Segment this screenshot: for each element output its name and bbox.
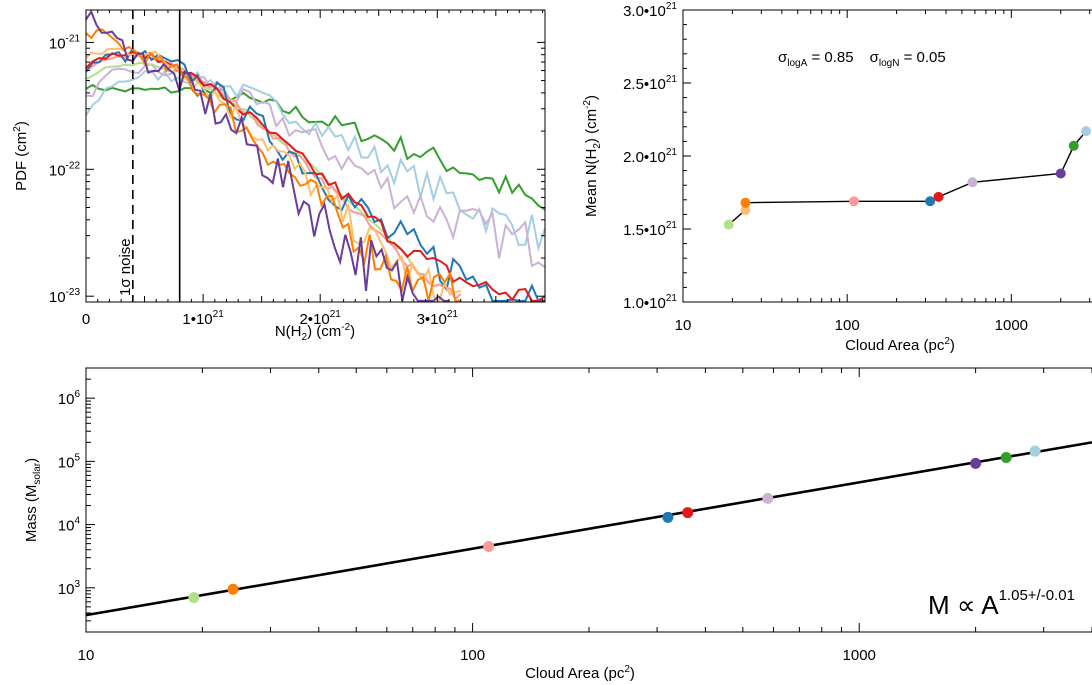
mean-data-point-8: [1055, 168, 1066, 179]
noise-label: 1σ noise: [117, 238, 134, 296]
mean-y-axis-label: Mean N(H2) (cm-2): [582, 95, 603, 217]
mean-data-point-6: [933, 191, 944, 202]
mean-data-point-1: [723, 219, 734, 230]
mass-data-point-3: [483, 541, 495, 553]
mass-panel: 10 100 1000 103 104 105 106 M ∝ A1.05+/-0.01 C…: [23, 367, 1092, 682]
mass-data-point-1: [188, 592, 200, 604]
pdf-series-line-2: [85, 69, 546, 253]
mass-data-point-6: [762, 492, 774, 504]
mean-data-point-4: [848, 196, 859, 207]
pdf-y-tick-label: 10-21: [49, 33, 81, 52]
mass-ticks: 10 100 1000 103 104 105 106: [58, 367, 1092, 664]
mass-y-tick-label: 105: [58, 452, 81, 471]
mass-data-point-9: [1029, 445, 1041, 457]
pdf-series-line-10: [85, 9, 449, 302]
mass-x-axis-label: Cloud Area (pc2): [525, 664, 635, 682]
mean-y-tick-label: 3.0•1021: [623, 1, 677, 20]
mean-data-point-2: [740, 205, 751, 216]
mean-panel: 10 100 1000 1.0•1021 1.5•1021 2.0•1021 2.5•102…: [582, 1, 1092, 354]
pdf-x-tick-label: 0: [82, 311, 90, 328]
pdf-ticks: 0 1•1021 2•1021 3•1021 10-21 10-22 10-23: [49, 10, 545, 328]
mean-ticks: 10 100 1000 1.0•1021 1.5•1021 2.0•1021 2.5•102…: [623, 1, 1091, 334]
mean-x-axis-label: Cloud Area (pc2): [845, 336, 955, 354]
pdf-y-tick-label: 10-23: [49, 287, 81, 306]
pdf-x-axis-label: N(H2) (cm-2): [275, 322, 355, 343]
mean-y-tick-label: 1.5•1021: [623, 220, 677, 239]
mean-data-point-7: [967, 177, 978, 188]
pdf-series-line-9: [85, 28, 461, 302]
mean-plot-frame: [682, 9, 1092, 303]
mass-data-point-2: [227, 583, 239, 595]
mass-fit-line: [85, 441, 1092, 617]
pdf-series-line-8: [85, 47, 461, 303]
mass-data-point-7: [970, 457, 982, 469]
pdf-reference-lines: [132, 10, 181, 302]
pdf-series-group: [85, 9, 546, 303]
mean-y-tick-label: 2.5•1021: [623, 74, 677, 93]
pdf-y-axis-label: PDF (cm2): [12, 121, 30, 191]
mean-x-tick-label: 10: [675, 317, 692, 334]
mass-data-point-5: [682, 507, 694, 519]
mass-y-tick-label: 106: [58, 389, 81, 408]
mean-data-point-10: [1081, 126, 1092, 137]
mass-y-tick-label: 104: [58, 516, 81, 535]
pdf-x-tick-label: 1•1021: [182, 309, 224, 328]
mass-x-tick-label: 100: [460, 647, 485, 664]
pdf-x-tick-label: 3•1021: [417, 309, 459, 328]
mass-x-tick-label: 10: [78, 647, 95, 664]
mean-trend-line: [728, 130, 1087, 226]
mean-data-point-5: [925, 196, 936, 207]
pdf-series-line-1: [85, 83, 546, 211]
mass-y-axis-label: Mass (Msolar): [23, 458, 43, 542]
mean-data-point-3: [740, 197, 751, 208]
pdf-series-line-3: [85, 63, 546, 268]
mean-y-tick-label: 1.0•1021: [623, 293, 677, 312]
sigma-annotation: σlogA = 0.85 σlogN = 0.05: [778, 49, 946, 69]
power-law-annotation: M ∝ A1.05+/-0.01: [928, 587, 1075, 620]
mass-data-point-8: [1000, 452, 1012, 464]
mass-fit-line-path: [85, 441, 1092, 617]
mass-points: [188, 445, 1041, 604]
mass-data-point-4: [662, 511, 674, 523]
pdf-x-tick-label: 2•1021: [299, 309, 341, 328]
mass-y-tick-label: 103: [58, 579, 81, 598]
mean-connecting-line: [728, 130, 1087, 226]
mass-x-tick-label: 1000: [843, 647, 876, 664]
mean-data-point-9: [1068, 140, 1079, 151]
mean-points: [723, 126, 1092, 230]
mean-x-tick-label: 100: [835, 317, 860, 334]
pdf-series-line-6: [85, 48, 545, 302]
mean-x-tick-label: 1000: [995, 317, 1028, 334]
pdf-panel: 0 1•1021 2•1021 3•1021 10-21 10-22 10-23 1σ no…: [12, 9, 546, 343]
pdf-plot-frame: [85, 9, 546, 303]
mean-y-tick-label: 2.0•1021: [623, 147, 677, 166]
pdf-y-tick-label: 10-22: [49, 160, 81, 179]
